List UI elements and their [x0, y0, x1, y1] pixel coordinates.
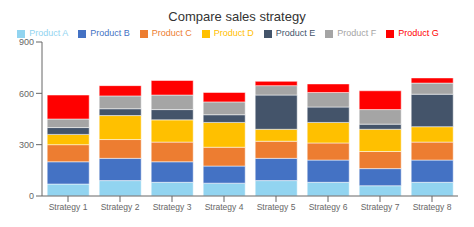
html-text:Product D: Product D	[213, 28, 254, 38]
svg-text:Strategy 2: Strategy 2	[101, 202, 140, 212]
html-text:Product F: Product F	[337, 28, 377, 38]
svg-text:300: 300	[19, 140, 34, 150]
svg-text:Strategy 5: Strategy 5	[257, 202, 296, 212]
svg-text:Strategy 4: Strategy 4	[205, 202, 244, 212]
html-text:Product E: Product E	[275, 28, 316, 38]
html-text:Product G: Product G	[398, 28, 439, 38]
html-text:Compare sales strategy: Compare sales strategy	[168, 9, 306, 24]
svg-text:Strategy 3: Strategy 3	[153, 202, 192, 212]
svg-text:0: 0	[29, 191, 34, 201]
html-text:Product A: Product A	[29, 28, 69, 38]
svg-text:Strategy 7: Strategy 7	[361, 202, 400, 212]
html-text:Product B: Product B	[90, 28, 130, 38]
html-text:Product C: Product C	[151, 28, 192, 38]
svg-text:Strategy 1: Strategy 1	[49, 202, 88, 212]
svg-text:600: 600	[19, 89, 34, 99]
svg-text:Strategy 6: Strategy 6	[309, 202, 348, 212]
svg-text:Strategy 8: Strategy 8	[413, 202, 452, 212]
svg-text:900: 900	[19, 37, 34, 47]
